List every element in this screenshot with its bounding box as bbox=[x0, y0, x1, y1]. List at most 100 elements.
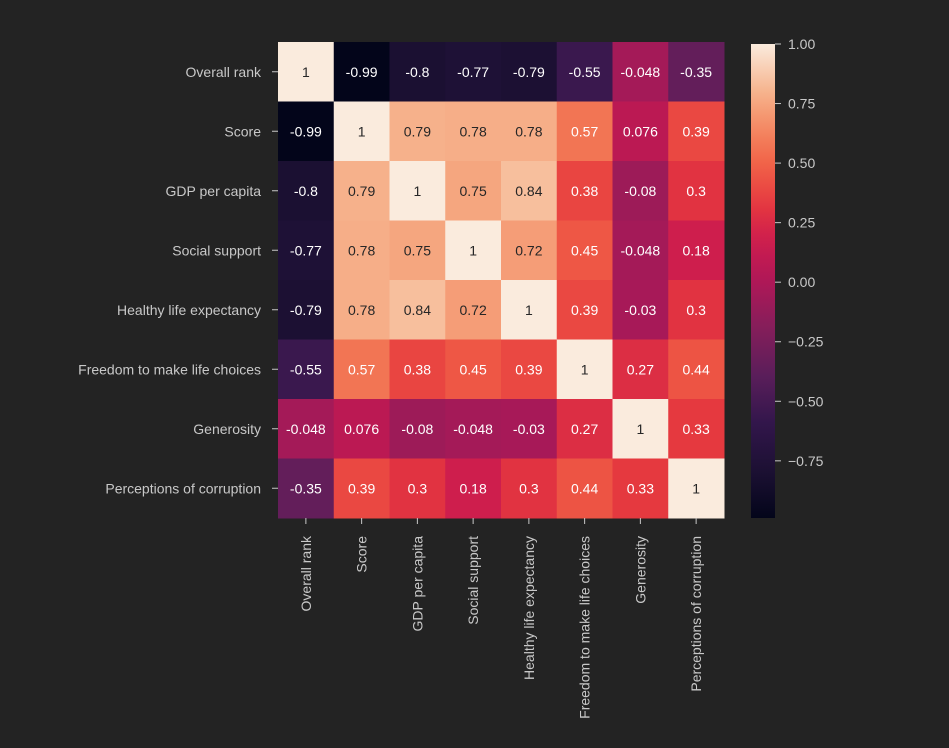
cell-annotation: -0.8 bbox=[294, 183, 318, 199]
y-tick-label: Generosity bbox=[193, 421, 261, 437]
cell-annotation: 0.3 bbox=[408, 480, 428, 496]
heatmap-cell bbox=[445, 161, 502, 221]
cell-annotation: -0.03 bbox=[624, 302, 656, 318]
heatmap-cell bbox=[556, 458, 613, 519]
x-tick-label: Social support bbox=[465, 536, 481, 625]
cell-annotation: 0.076 bbox=[623, 123, 658, 139]
cell-annotation: -0.048 bbox=[621, 242, 661, 258]
cell-annotation: -0.55 bbox=[290, 361, 322, 377]
cell-annotation: -0.048 bbox=[621, 64, 661, 80]
cell-annotation: 0.79 bbox=[348, 183, 375, 199]
x-axis-ticks: Overall rank Score GDP per capita Social su… bbox=[298, 518, 704, 719]
cell-annotation: 0.45 bbox=[460, 361, 487, 377]
cell-annotation: 0.39 bbox=[683, 123, 710, 139]
heatmap-cell bbox=[389, 339, 446, 400]
colorbar-tick-label: −0.25 bbox=[788, 334, 824, 350]
cell-annotation: 0.78 bbox=[515, 123, 542, 139]
cell-annotation: 1 bbox=[302, 64, 310, 80]
heatmap-cell bbox=[612, 220, 669, 281]
heatmap-cell bbox=[668, 42, 725, 102]
heatmap-cell bbox=[333, 399, 390, 459]
heatmap-cell bbox=[668, 458, 725, 519]
heatmap-cell bbox=[668, 101, 725, 162]
heatmap-cell bbox=[668, 280, 725, 340]
cell-annotation: 0.39 bbox=[348, 480, 375, 496]
x-tick-label: Score bbox=[354, 536, 370, 573]
cell-annotation: 1 bbox=[525, 302, 533, 318]
heatmap-cell bbox=[556, 339, 613, 400]
heatmap-cell bbox=[389, 161, 446, 221]
heatmap-cell bbox=[556, 280, 613, 340]
x-tick-label: Overall rank bbox=[298, 535, 314, 611]
colorbar-gradient bbox=[751, 44, 775, 518]
heatmap-cell bbox=[278, 220, 335, 281]
heatmap-cell bbox=[612, 399, 669, 459]
heatmap-cell bbox=[501, 399, 558, 459]
cell-annotation: 1 bbox=[413, 183, 421, 199]
cell-annotation: 0.44 bbox=[571, 480, 598, 496]
colorbar-tick-label: 0.50 bbox=[788, 155, 815, 171]
cell-annotation: 1 bbox=[636, 421, 644, 437]
heatmap-cell bbox=[501, 339, 558, 400]
cell-annotation: 1 bbox=[581, 361, 589, 377]
heatmap-cell bbox=[445, 42, 502, 102]
cell-annotation: -0.77 bbox=[457, 64, 489, 80]
cell-annotation: 0.45 bbox=[571, 242, 598, 258]
heatmap-cell bbox=[333, 458, 390, 519]
heatmap-cell bbox=[556, 42, 613, 102]
cell-annotation: 0.38 bbox=[571, 183, 598, 199]
colorbar-tick-label: 0.75 bbox=[788, 96, 815, 112]
cell-annotation: 0.78 bbox=[348, 302, 375, 318]
cell-annotation: -0.35 bbox=[680, 64, 712, 80]
heatmap-cell bbox=[445, 339, 502, 400]
cell-annotation: 0.75 bbox=[404, 242, 431, 258]
cell-annotation: 0.78 bbox=[348, 242, 375, 258]
heatmap-cell bbox=[333, 220, 390, 281]
x-tick-label: GDP per capita bbox=[409, 536, 425, 632]
heatmap-cell bbox=[612, 280, 669, 340]
cell-annotation: 0.33 bbox=[683, 421, 710, 437]
cell-annotation: 0.18 bbox=[683, 242, 710, 258]
y-tick-label: Overall rank bbox=[186, 64, 262, 80]
heatmap-cell bbox=[612, 42, 669, 102]
cell-annotation: -0.99 bbox=[290, 123, 322, 139]
heatmap-cell bbox=[278, 101, 335, 162]
cell-annotation: 1 bbox=[358, 123, 366, 139]
y-axis-ticks: Overall rank Score GDP per capita Social su… bbox=[78, 64, 278, 496]
heatmap-cell bbox=[501, 458, 558, 519]
cell-annotation: 0.3 bbox=[686, 183, 706, 199]
cell-annotation: 0.3 bbox=[519, 480, 539, 496]
heatmap-cell bbox=[389, 101, 446, 162]
heatmap-cell bbox=[668, 220, 725, 281]
cell-annotation: -0.08 bbox=[401, 421, 433, 437]
heatmap-cell bbox=[501, 101, 558, 162]
cell-annotation: 1 bbox=[469, 242, 477, 258]
colorbar-tick-label: −0.50 bbox=[788, 393, 824, 409]
heatmap-cell bbox=[389, 280, 446, 340]
heatmap-cell bbox=[278, 339, 335, 400]
heatmap-cell bbox=[556, 101, 613, 162]
cell-annotation: 0.27 bbox=[627, 361, 654, 377]
heatmap-cell bbox=[389, 399, 446, 459]
heatmap-cell bbox=[278, 399, 335, 459]
y-tick-label: Score bbox=[224, 123, 261, 139]
cell-annotation: 0.27 bbox=[571, 421, 598, 437]
heatmap-cell bbox=[278, 42, 335, 102]
cell-annotation: 0.72 bbox=[460, 302, 487, 318]
heatmap-cell bbox=[278, 161, 335, 221]
cell-annotation: 0.57 bbox=[348, 361, 375, 377]
heatmap-cell bbox=[333, 161, 390, 221]
cell-annotation: -0.048 bbox=[453, 421, 493, 437]
colorbar-tick-label: −0.75 bbox=[788, 453, 824, 469]
cell-annotation: -0.048 bbox=[286, 421, 326, 437]
colorbar-tick-label: 1.00 bbox=[788, 36, 815, 52]
x-tick-label: Healthy life expectancy bbox=[521, 536, 537, 680]
heatmap-cell bbox=[501, 220, 558, 281]
cell-annotation: -0.79 bbox=[513, 64, 545, 80]
heatmap-cell bbox=[445, 399, 502, 459]
cell-annotation: 0.39 bbox=[515, 361, 542, 377]
colorbar-tick-label: 0.00 bbox=[788, 274, 815, 290]
heatmap-cell bbox=[333, 280, 390, 340]
cell-annotation: 0.84 bbox=[515, 183, 542, 199]
